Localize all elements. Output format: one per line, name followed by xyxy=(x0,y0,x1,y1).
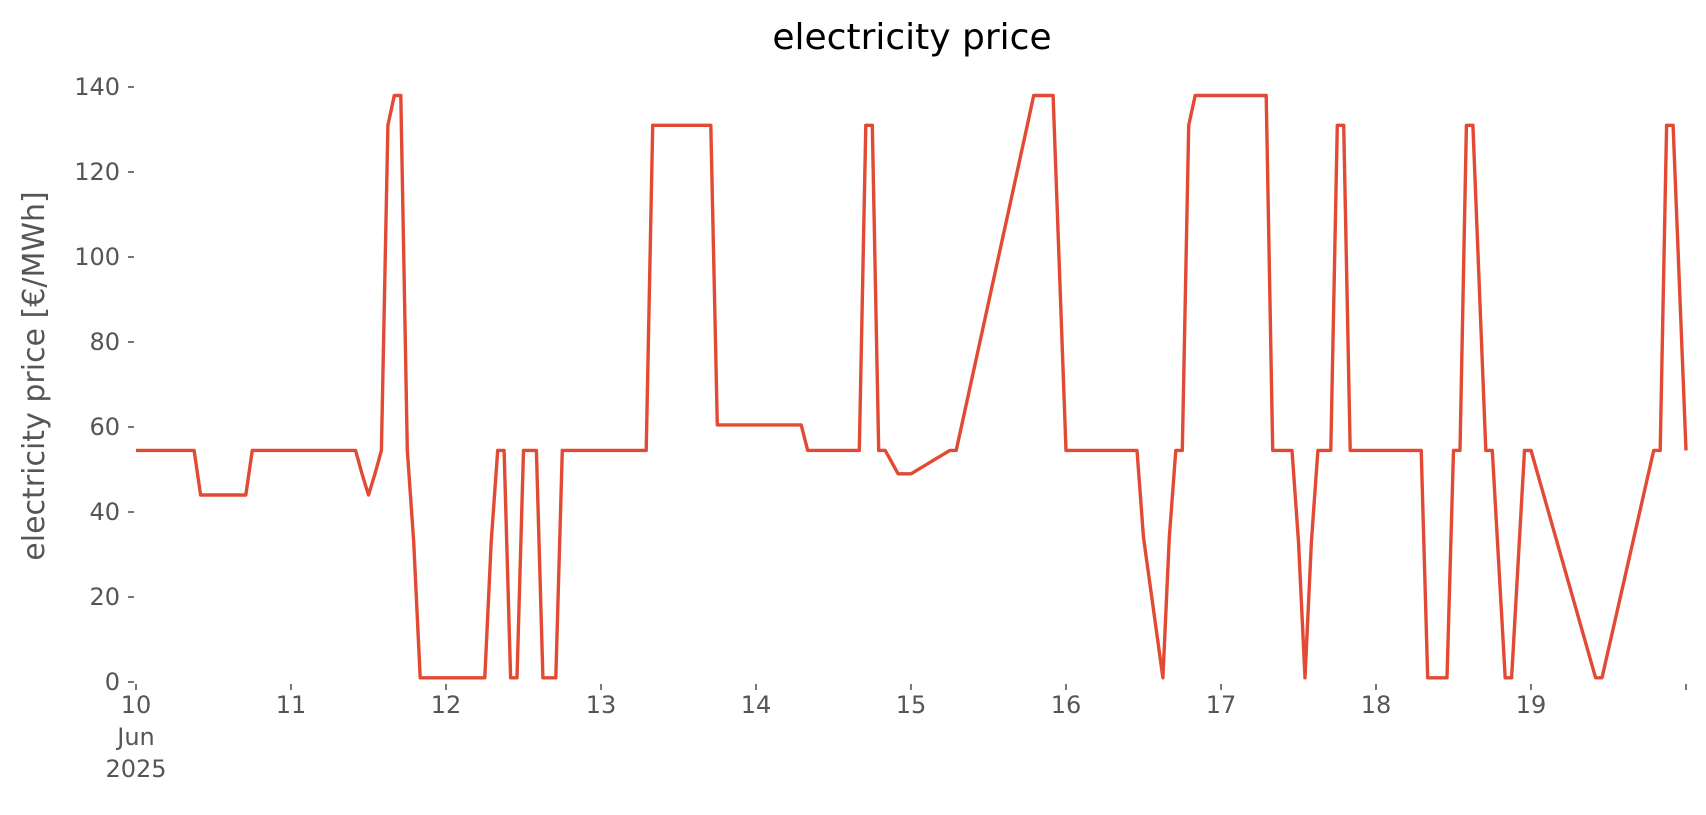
y-tick-label: 120 xyxy=(74,158,120,186)
x-tick-label: 12 xyxy=(431,691,462,719)
y-tick-label: 60 xyxy=(89,413,120,441)
y-axis-label: electricity price [€/MWh] xyxy=(17,191,52,560)
y-tick-label: 140 xyxy=(74,73,120,101)
y-tick-label: 100 xyxy=(74,243,120,271)
price-series-line xyxy=(136,96,1686,678)
y-tick-label: 0 xyxy=(105,668,120,696)
x-tick-label: 19 xyxy=(1516,691,1547,719)
x-tick-label: 11 xyxy=(276,691,307,719)
x-tick-year-label: 2025 xyxy=(105,755,166,783)
x-tick-label: 10 xyxy=(121,691,152,719)
y-tick-label: 40 xyxy=(89,498,120,526)
x-tick-label: 16 xyxy=(1051,691,1082,719)
x-tick-label: 17 xyxy=(1206,691,1237,719)
y-tick-label: 80 xyxy=(89,328,120,356)
y-tick-label: 20 xyxy=(89,583,120,611)
plot-area xyxy=(136,96,1686,678)
x-tick-label: 18 xyxy=(1361,691,1392,719)
y-axis: 0 20 40 60 80 100 120 140 xyxy=(74,73,134,696)
x-tick-month-label: Jun xyxy=(115,723,155,751)
x-axis: 10 Jun 2025 11 12 13 14 15 16 17 18 19 xyxy=(105,684,1686,783)
x-tick-label: 13 xyxy=(586,691,617,719)
x-tick-label: 14 xyxy=(741,691,772,719)
x-tick-label: 15 xyxy=(896,691,927,719)
chart-title: electricity price xyxy=(772,17,1051,58)
